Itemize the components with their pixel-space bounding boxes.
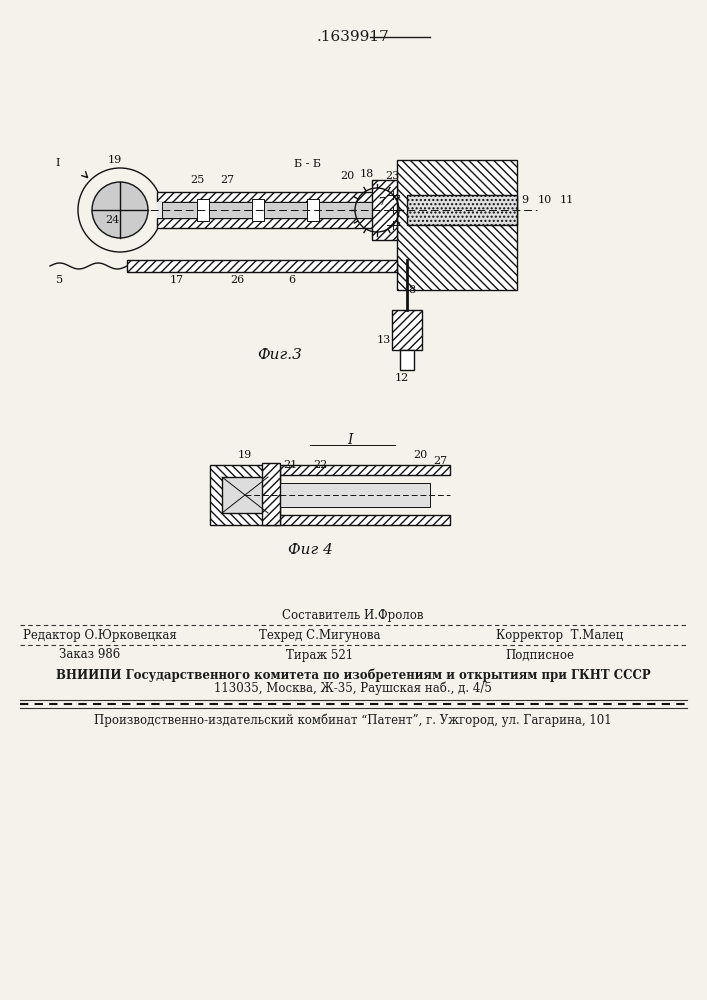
Text: 22: 22 xyxy=(313,460,327,470)
Circle shape xyxy=(92,182,148,238)
Bar xyxy=(157,192,387,202)
Bar xyxy=(222,477,268,513)
Text: 18: 18 xyxy=(360,169,374,179)
Text: Фиг 4: Фиг 4 xyxy=(288,543,332,557)
Bar xyxy=(210,465,280,525)
Text: 11: 11 xyxy=(560,195,574,205)
Bar xyxy=(127,260,397,272)
Bar xyxy=(397,160,517,290)
Text: 9: 9 xyxy=(522,195,529,205)
Text: 7: 7 xyxy=(378,197,385,207)
Text: 20: 20 xyxy=(340,171,354,181)
Text: 6: 6 xyxy=(288,275,296,285)
Bar xyxy=(197,199,209,221)
Text: Техред С.Мигунова: Техред С.Мигунова xyxy=(259,629,381,642)
Bar xyxy=(252,199,264,221)
Text: 13: 13 xyxy=(377,335,391,345)
Text: Заказ 986: Заказ 986 xyxy=(59,648,121,662)
Bar xyxy=(280,465,450,475)
Text: I: I xyxy=(347,433,353,447)
Text: I: I xyxy=(56,158,60,168)
Text: 20: 20 xyxy=(413,450,427,460)
Text: Редактор О.Юрковецкая: Редактор О.Юрковецкая xyxy=(23,629,177,642)
Text: 5: 5 xyxy=(57,275,64,285)
Text: Тираж 521: Тираж 521 xyxy=(286,648,354,662)
Text: 10: 10 xyxy=(538,195,552,205)
Text: 19: 19 xyxy=(108,155,122,165)
Bar xyxy=(280,515,450,525)
Bar xyxy=(307,199,319,221)
Text: 26: 26 xyxy=(230,275,244,285)
Text: Б - Б: Б - Б xyxy=(293,159,320,169)
Bar xyxy=(372,180,397,240)
Text: 21: 21 xyxy=(283,460,297,470)
Text: ВНИИПИ Государственного комитета по изобретениям и открытиям при ГКНТ СССР: ВНИИПИ Государственного комитета по изоб… xyxy=(56,668,650,682)
Text: Фиг.3: Фиг.3 xyxy=(257,348,303,362)
Bar xyxy=(400,350,414,370)
Bar xyxy=(157,202,387,218)
Text: .1639917: .1639917 xyxy=(317,30,390,44)
Bar xyxy=(157,218,387,228)
Text: 23: 23 xyxy=(385,171,399,181)
Text: 27: 27 xyxy=(433,456,447,466)
Text: 24: 24 xyxy=(105,215,119,225)
Text: 113035, Москва, Ж-35, Раушская наб., д. 4/5: 113035, Москва, Ж-35, Раушская наб., д. … xyxy=(214,681,492,695)
Text: 25: 25 xyxy=(190,175,204,185)
Text: Производственно-издательский комбинат “Патент”, г. Ужгород, ул. Гагарина, 101: Производственно-издательский комбинат “П… xyxy=(94,713,612,727)
Bar xyxy=(280,483,430,507)
Bar xyxy=(162,202,372,218)
Bar xyxy=(407,195,517,225)
Text: Составитель И.Фролов: Составитель И.Фролов xyxy=(282,608,423,621)
Text: 12: 12 xyxy=(395,373,409,383)
Text: 8: 8 xyxy=(409,285,416,295)
Text: Корректор  Т.Малец: Корректор Т.Малец xyxy=(496,629,624,642)
Bar xyxy=(262,463,280,525)
Text: Подписное: Подписное xyxy=(506,648,575,662)
Text: 17: 17 xyxy=(170,275,184,285)
Text: 19: 19 xyxy=(238,450,252,460)
Bar xyxy=(392,310,422,350)
Text: 27: 27 xyxy=(220,175,234,185)
